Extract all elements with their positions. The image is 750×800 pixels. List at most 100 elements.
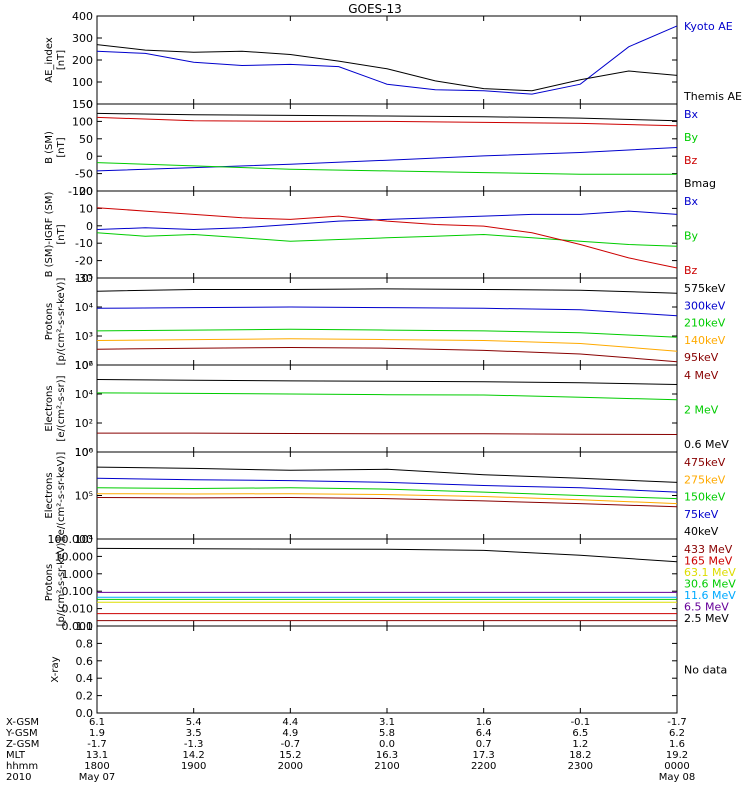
table-cell: 1900 xyxy=(181,761,206,772)
series-0.6-MeV xyxy=(96,379,678,385)
series-275keV xyxy=(96,493,678,505)
legend-entry: Kyoto AE xyxy=(684,20,733,33)
series-2.5-MeV xyxy=(96,547,678,563)
series-210keV xyxy=(96,328,678,338)
table-cell: 19.2 xyxy=(666,750,688,761)
y-tick-label: 400 xyxy=(72,10,93,23)
y-tick-label: 10³ xyxy=(75,330,93,343)
y-tick-label: 10⁵ xyxy=(75,490,93,503)
y-axis-label: [nT] xyxy=(56,137,67,157)
y-tick-label: 20 xyxy=(79,185,93,198)
legend-entry: 0.6 MeV xyxy=(684,438,729,451)
panel-protons1: 10² 10³ 10⁴ 10⁵ Protons [p/(cm²-s-sr-keV)] 575… xyxy=(44,272,726,372)
table-cell: 0000 xyxy=(664,761,689,772)
row-label: 2010 xyxy=(6,772,31,783)
table-cell: 2100 xyxy=(374,761,399,772)
y-axis-label: Electrons xyxy=(44,472,55,518)
row-label: MLT xyxy=(6,750,26,761)
legend-entry: 140keV xyxy=(684,334,726,347)
panel-xray: 0.0 0.2 0.4 0.6 0.8 1.0 X-ray No data xyxy=(50,620,727,720)
table-cell: 15.2 xyxy=(279,750,301,761)
series-4-MeV xyxy=(97,432,678,435)
table-cell: 6.5 xyxy=(572,728,588,739)
table-cell: 0.0 xyxy=(379,739,395,750)
series-Bz xyxy=(96,116,678,127)
panel-electrons1: 10⁰ 10² 10⁴ 10⁶ Electrons [e/(cm²-s-sr)] 4 MeV… xyxy=(44,359,729,459)
y-axis-label: [p/(cm²-s-sr-keV)] xyxy=(56,278,67,366)
legend-entry: 300keV xyxy=(684,299,726,312)
y-axis-label: X-ray xyxy=(50,656,61,682)
table-cell: 0.7 xyxy=(476,739,492,750)
table-cell: 3.5 xyxy=(186,728,202,739)
y-tick-label: -100 xyxy=(68,185,93,198)
y-tick-label: 10⁵ xyxy=(75,272,93,285)
y-tick-label: 10⁶ xyxy=(75,359,94,372)
table-cell: 1.9 xyxy=(89,728,105,739)
legend-entry: By xyxy=(684,230,699,243)
y-tick-label: 100 xyxy=(72,76,93,89)
panel-frame xyxy=(96,277,678,366)
legend-entry: 165 MeV xyxy=(684,555,733,568)
series-150keV xyxy=(96,487,678,500)
series-300keV xyxy=(96,306,678,317)
table-cell: 18.2 xyxy=(569,750,591,761)
panel-ae: 0 100 200 300 400 AE_index [nT] Kyoto AE Themis … xyxy=(44,10,742,111)
y-tick-label: 10⁴ xyxy=(75,388,94,401)
series-75keV xyxy=(96,477,678,493)
legend-entry: 575keV xyxy=(684,282,726,295)
series-Bmag xyxy=(96,112,678,122)
table-cell: 16.3 xyxy=(376,750,398,761)
y-tick-label: 10⁶ xyxy=(75,446,94,459)
panel-protons2: 0.001 0.010 0.100 1.000 10.000 100.000 Protons… xyxy=(44,533,736,633)
legend-entry: Bz xyxy=(684,264,698,277)
table-cell: 3.1 xyxy=(379,717,395,728)
row-label: Y-GSM xyxy=(5,728,38,739)
y-tick-label: 1.0 xyxy=(76,620,94,633)
series-Bx xyxy=(96,147,678,172)
y-tick-label: 10² xyxy=(75,359,93,372)
table-cell: 2000 xyxy=(278,761,303,772)
y-tick-label: 0.2 xyxy=(76,690,94,703)
legend-entry: Themis AE xyxy=(683,90,742,103)
series-95keV xyxy=(96,346,678,363)
table-cell: 17.3 xyxy=(473,750,495,761)
table-cell: 1800 xyxy=(84,761,109,772)
y-tick-label: 200 xyxy=(72,54,93,67)
legend-entry: Bx xyxy=(684,108,699,121)
y-axis-label: [nT] xyxy=(56,50,67,70)
row-label: Z-GSM xyxy=(6,739,39,750)
series-40keV xyxy=(96,466,678,483)
table-cell: 4.4 xyxy=(282,717,298,728)
legend-entry: By xyxy=(684,131,699,144)
table-cell: 1.6 xyxy=(476,717,492,728)
y-tick-label: 0.010 xyxy=(62,603,94,616)
y-axis-label: Protons xyxy=(44,564,55,601)
y-tick-label: 10⁴ xyxy=(75,301,94,314)
series-575keV xyxy=(96,288,678,294)
y-tick-label: -50 xyxy=(75,168,93,181)
y-axis-label: Protons xyxy=(44,303,55,340)
y-tick-label: 0.8 xyxy=(76,637,94,650)
legend-entry: No data xyxy=(684,664,727,677)
legend-entry: 40keV xyxy=(684,525,719,538)
panel-frame xyxy=(96,103,678,192)
panel-electrons2: 10⁴ 10⁵ 10⁶ Electrons [e/(cm²-s-sr-keV)] 475k… xyxy=(44,446,726,546)
legend-entry: 475keV xyxy=(684,456,726,469)
series-Themis-AE xyxy=(96,44,678,92)
legend-entry: 210keV xyxy=(684,317,726,330)
table-cell: 6.2 xyxy=(669,728,685,739)
y-tick-label: -30 xyxy=(75,272,93,285)
legend-entry: 2 MeV xyxy=(684,404,719,417)
table-cell: -1.7 xyxy=(87,739,107,750)
y-axis-label: [p/(cm²-s-sr-keV)] xyxy=(56,539,67,627)
y-tick-label: 1.000 xyxy=(62,568,94,581)
y-tick-label: 100.000 xyxy=(48,533,94,546)
y-tick-label: 0 xyxy=(86,220,93,233)
table-cell: May 07 xyxy=(79,772,116,783)
y-tick-label: 150 xyxy=(72,98,93,111)
row-label: hhmm xyxy=(6,761,38,772)
legend-entry: 4 MeV xyxy=(684,369,719,382)
